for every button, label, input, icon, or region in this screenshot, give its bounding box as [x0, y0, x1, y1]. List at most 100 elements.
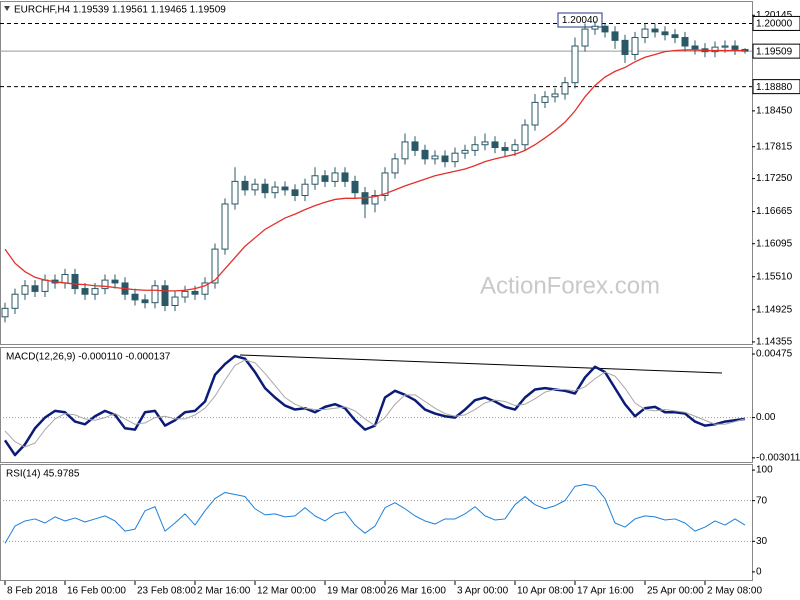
- candle-body: [341, 172, 349, 182]
- candle-body: [31, 285, 39, 292]
- candle-body: [571, 45, 579, 84]
- candle-body: [401, 141, 409, 160]
- candle-body: [651, 28, 659, 33]
- candle-body: [621, 39, 629, 55]
- candle-body: [471, 144, 479, 151]
- series-line: [4, 483, 746, 544]
- x-tick-label: 8 Feb 2018: [7, 586, 58, 597]
- x-tick-label: 3 Apr 00:00: [457, 586, 509, 597]
- level-label: 1.20000: [756, 19, 793, 30]
- candle-body: [661, 31, 669, 36]
- candle-body: [531, 101, 539, 126]
- candle-body: [21, 285, 29, 295]
- candle-body: [511, 144, 519, 151]
- candle-body: [201, 282, 209, 295]
- candle-body: [591, 25, 599, 30]
- y-tick-label: 1.16665: [756, 206, 793, 217]
- y-tick-label: -0.003011: [756, 453, 800, 464]
- candle-body: [301, 183, 309, 197]
- y-tick-label: 1.14355: [756, 337, 793, 348]
- y-tick-label: 1.16095: [756, 238, 793, 249]
- candle-body: [161, 285, 169, 307]
- candle-body: [61, 273, 69, 284]
- candle-body: [151, 285, 159, 304]
- x-tick-label: 25 Apr 00:00: [647, 586, 704, 597]
- candle-body: [221, 203, 229, 250]
- macd-trendline: [239, 354, 723, 374]
- candle-body: [561, 82, 569, 95]
- peak-label: 1.20040: [562, 15, 599, 26]
- y-tick-label: 1.17250: [756, 173, 793, 184]
- candle-body: [1, 307, 9, 318]
- candle-body: [581, 28, 589, 47]
- x-tick-label: 10 Apr 08:00: [517, 586, 574, 597]
- candle-body: [191, 290, 199, 295]
- x-tick-label: 16 Feb 00:00: [67, 586, 126, 597]
- candle-body: [271, 186, 279, 194]
- candle-body: [321, 175, 329, 182]
- candle-body: [241, 180, 249, 191]
- x-tick-label: 23 Feb 08:00: [137, 586, 196, 597]
- candle-body: [371, 195, 379, 205]
- series-line: [4, 359, 746, 448]
- candle-body: [211, 248, 219, 284]
- candle-body: [131, 293, 139, 301]
- watermark: ActionForex.com: [480, 272, 660, 299]
- y-tick-label: 1.20145: [756, 10, 793, 21]
- candle-body: [101, 279, 109, 290]
- candle-body: [261, 183, 269, 194]
- y-tick-label: 30: [756, 536, 768, 547]
- moving-average: [4, 49, 745, 292]
- candle-body: [351, 180, 359, 194]
- series-line: [3, 354, 746, 457]
- candle-body: [601, 25, 609, 33]
- rsi-pane: [0, 464, 753, 581]
- y-tick-label: 1.18450: [756, 106, 793, 117]
- candle-body: [281, 186, 289, 191]
- candle-body: [451, 152, 459, 163]
- candle-body: [731, 45, 739, 50]
- candle-body: [671, 34, 679, 39]
- candle-body: [291, 189, 299, 197]
- level-label-box: [752, 15, 800, 31]
- candle-body: [311, 175, 319, 185]
- candle-body: [501, 147, 509, 151]
- candle-body: [631, 37, 639, 55]
- price-pane: [0, 1, 753, 345]
- peak-label-box: [557, 12, 603, 28]
- candle-body: [331, 172, 339, 182]
- x-tick-label: 19 Mar 08:00: [327, 586, 386, 597]
- y-tick-label: 0: [756, 566, 762, 577]
- y-tick-label: 100: [756, 465, 773, 476]
- level-label: 1.18880: [756, 82, 793, 93]
- candle-body: [91, 288, 99, 295]
- candle-body: [461, 149, 469, 154]
- candle-body: [231, 180, 239, 205]
- level-label: 1.19509: [756, 46, 793, 57]
- candle-body: [111, 279, 119, 284]
- candle-body: [421, 149, 429, 160]
- candle-body: [381, 172, 389, 197]
- candle-body: [81, 288, 89, 295]
- y-tick-label: 1.14925: [756, 304, 793, 315]
- x-tick-label: 2 May 08:00: [707, 586, 762, 597]
- candle-body: [681, 37, 689, 47]
- macd-pane: [0, 347, 753, 463]
- candle-body: [181, 290, 189, 298]
- candle-body: [551, 93, 559, 98]
- macd-header: MACD(12,26,9) -0.000110 -0.000137: [6, 352, 171, 363]
- y-tick-label: 70: [756, 495, 768, 506]
- price-header: EURCHF,H4 1.19539 1.19561 1.19465 1.1950…: [14, 5, 226, 16]
- candle-body: [11, 293, 19, 309]
- x-tick-label: 26 Mar 16:00: [387, 586, 446, 597]
- candle-body: [481, 141, 489, 146]
- candle-body: [711, 46, 719, 53]
- candle-body: [41, 279, 49, 292]
- candle-body: [141, 299, 149, 304]
- candle-body: [441, 155, 449, 163]
- candle-body: [431, 155, 439, 160]
- y-tick-label: 1.17815: [756, 141, 793, 152]
- candle-body: [691, 45, 699, 50]
- level-label-box: [752, 79, 800, 95]
